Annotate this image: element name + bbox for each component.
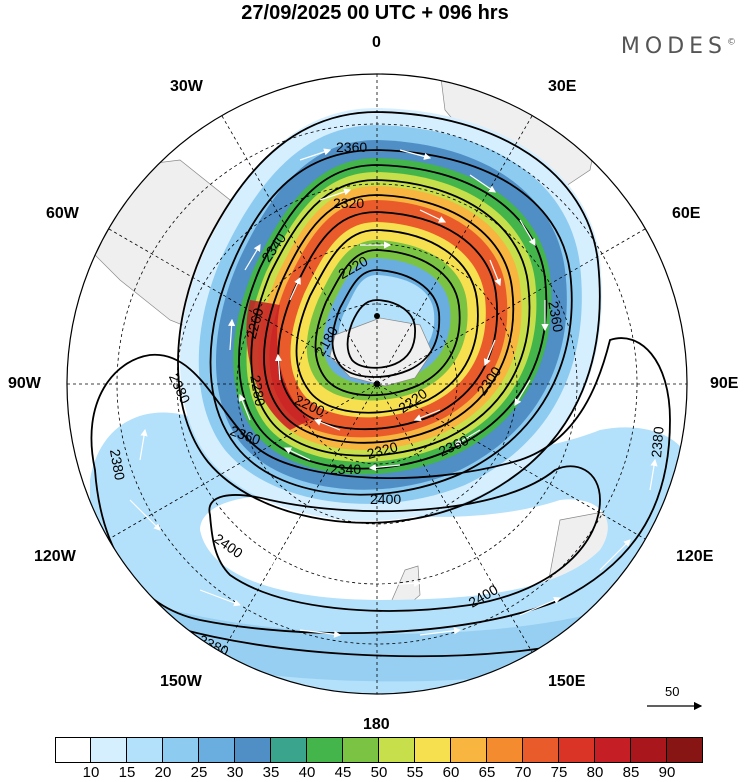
colorbar-swatch	[415, 737, 451, 763]
colorbar	[55, 737, 703, 763]
lon-label-60e: 60E	[672, 205, 701, 222]
reference-vector: 50	[645, 684, 705, 714]
colorbar-swatch	[235, 737, 271, 763]
brand-name: MODES	[620, 34, 727, 59]
lon-label-30w: 30W	[170, 78, 203, 95]
lon-label-150w: 150W	[160, 673, 202, 690]
polar-map: 2360 2320 2340 2220 2360 2180 2260 2280 …	[66, 73, 688, 695]
lon-label-90e: 90E	[710, 375, 739, 392]
label-2400-a: 2400	[370, 491, 401, 507]
colorbar-tick-label: 50	[370, 764, 388, 781]
chart-title: 27/09/2025 00 UTC + 096 hrs	[241, 2, 509, 24]
colorbar-frame	[55, 737, 703, 763]
colorbar-swatch	[199, 737, 235, 763]
brand-logo: MODES©	[621, 34, 736, 59]
label-2320-b: 2320	[365, 438, 399, 462]
wind-vectors	[129, 148, 658, 638]
lon-label-90w: 90W	[8, 375, 41, 392]
colorbar-tick-label: 55	[406, 764, 424, 781]
colorbar-tick-label: 70	[514, 764, 532, 781]
lon-label-150e: 150E	[548, 673, 586, 690]
colorbar-tick-label: 30	[226, 764, 244, 781]
colorbar-tick-label: 90	[658, 764, 676, 781]
south-pole-marker	[374, 381, 380, 387]
colorbar-swatch	[163, 737, 199, 763]
colorbar-swatch	[55, 737, 91, 763]
colorbar-swatch	[91, 737, 127, 763]
colorbar-tick-label: 45	[334, 764, 352, 781]
colorbar-swatch	[667, 737, 703, 763]
lon-label-60w: 60W	[46, 205, 79, 222]
graticule	[67, 74, 687, 694]
colorbar-swatch	[595, 737, 631, 763]
colorbar-swatch	[127, 737, 163, 763]
map-outline	[66, 73, 688, 695]
colorbar-tick-label: 65	[478, 764, 496, 781]
colorbar-tick-label: 10	[82, 764, 100, 781]
lon-label-120e: 120E	[676, 548, 714, 565]
pole-dot-top	[374, 313, 380, 319]
colorbar-swatch	[271, 737, 307, 763]
colorbar-swatch	[451, 737, 487, 763]
colorbar-swatch	[559, 737, 595, 763]
label-2360-a: 2360	[336, 139, 367, 155]
colorbar-tick-label: 75	[550, 764, 568, 781]
label-2340-b: 2340	[330, 461, 361, 477]
colorbar-tick-label: 15	[118, 764, 136, 781]
colorbar-swatch	[307, 737, 343, 763]
lon-label-120w: 120W	[34, 548, 76, 565]
lon-label-30e: 30E	[548, 78, 577, 95]
colorbar-tick-label: 35	[262, 764, 280, 781]
colorbar-swatch	[523, 737, 559, 763]
colorbar-swatch	[343, 737, 379, 763]
colorbar-swatch	[487, 737, 523, 763]
colorbar-tick-label: 80	[586, 764, 604, 781]
label-2380-b: 2380	[107, 448, 128, 482]
label-2360-b: 2360	[545, 300, 566, 334]
lon-label-180: 180	[363, 716, 390, 733]
brand-copyright: ©	[727, 37, 736, 48]
colorbar-tick-label: 20	[154, 764, 172, 781]
colorbar-tick-label: 25	[190, 764, 208, 781]
land-antarctica-overlay	[329, 317, 433, 387]
colorbar-tick-label: 60	[442, 764, 460, 781]
reference-vector-label: 50	[665, 684, 680, 699]
colorbar-tick-label: 85	[622, 764, 640, 781]
lon-label-0: 0	[372, 34, 381, 51]
colorbar-tick-label: 40	[298, 764, 316, 781]
colorbar-swatch	[631, 737, 667, 763]
colorbar-ticks: 10 15 20 25 30 35 40 45 50 55 60 65 70 75 80 85 90	[55, 764, 703, 782]
label-2320-a: 2320	[333, 195, 364, 211]
colorbar-swatch	[379, 737, 415, 763]
map-field: 2360 2320 2340 2220 2360 2180 2260 2280 …	[67, 74, 687, 694]
label-2380-c: 2380	[648, 426, 667, 459]
label-2400-b: 2400	[211, 530, 246, 561]
label-2280: 2280	[247, 374, 268, 408]
label-2260: 2260	[243, 306, 267, 340]
